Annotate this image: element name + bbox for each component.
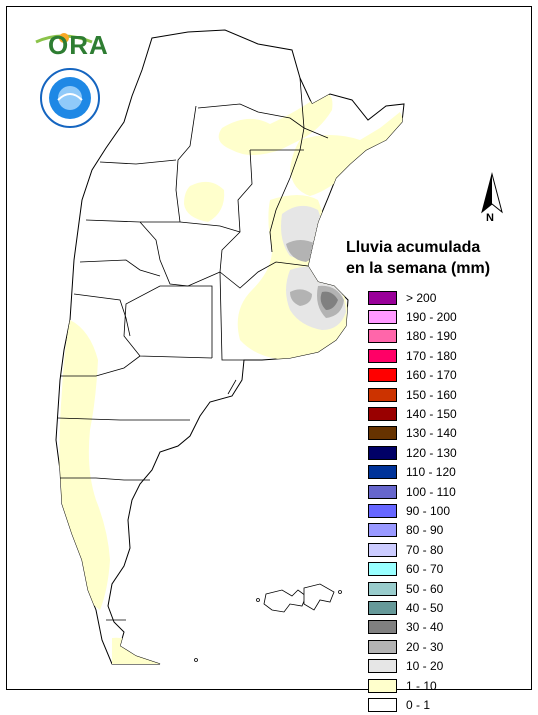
legend-swatch xyxy=(368,620,397,635)
legend-range-label: 110 - 120 xyxy=(406,465,456,480)
legend-item: 40 - 50 xyxy=(368,598,457,617)
legend-swatch xyxy=(368,387,397,402)
legend-range-label: 90 - 100 xyxy=(406,503,451,518)
legend-range-label: 10 - 20 xyxy=(406,659,444,674)
legend-swatch xyxy=(368,678,397,693)
legend-swatch xyxy=(368,368,397,383)
legend-item: 50 - 60 xyxy=(368,579,457,598)
rain-area-light xyxy=(218,93,333,155)
legend-item: 150 - 160 xyxy=(368,385,457,404)
north-arrow-icon xyxy=(481,172,503,214)
legend-item: 110 - 120 xyxy=(368,463,457,482)
legend-swatch xyxy=(368,310,397,325)
legend-swatch xyxy=(368,523,397,538)
rain-area-light xyxy=(112,637,160,664)
legend-range-label: 70 - 80 xyxy=(406,542,444,557)
legend-swatch xyxy=(368,581,397,596)
legend-item: 0 - 1 xyxy=(368,695,457,714)
rain-area-dark-gray xyxy=(320,291,338,310)
legend-range-label: 1 - 10 xyxy=(406,678,437,693)
legend-range-label: 190 - 200 xyxy=(406,310,457,325)
legend-item: 80 - 90 xyxy=(368,521,457,540)
legend-item: > 200 xyxy=(368,288,457,307)
legend-range-label: 20 - 30 xyxy=(406,639,444,654)
legend-swatch xyxy=(368,542,397,557)
map-frame xyxy=(6,6,532,690)
legend-range-label: 120 - 130 xyxy=(406,445,457,460)
north-label: N xyxy=(486,212,494,224)
legend-item: 10 - 20 xyxy=(368,656,457,675)
legend-item: 160 - 170 xyxy=(368,366,457,385)
argentina-map xyxy=(28,29,405,665)
rain-area-mid-gray xyxy=(286,240,317,262)
legend-item: 180 - 190 xyxy=(368,327,457,346)
rain-area-light xyxy=(184,181,225,222)
legend-range-label: 60 - 70 xyxy=(406,562,444,577)
rain-area-light-gray xyxy=(28,569,50,586)
legend-swatch xyxy=(368,465,397,480)
legend-range-label: 0 - 1 xyxy=(406,697,431,712)
legend-item: 30 - 40 xyxy=(368,618,457,637)
legend-swatch xyxy=(368,484,397,499)
legend-title-line2: en la semana (mm) xyxy=(346,260,491,277)
legend-swatch xyxy=(368,639,397,654)
legend-item: 70 - 80 xyxy=(368,540,457,559)
legend: > 200 190 - 200 180 - 190 170 - 180 160 - 17… xyxy=(368,288,457,715)
falkland-islands xyxy=(194,583,342,662)
legend-swatch xyxy=(368,348,397,363)
legend-swatch xyxy=(368,290,397,305)
smn-seal xyxy=(40,68,100,128)
legend-title-line1: Lluvia acumulada xyxy=(346,239,481,256)
legend-item: 1 - 10 xyxy=(368,676,457,695)
ora-logo xyxy=(35,33,93,44)
legend-swatch xyxy=(368,426,397,441)
province-borders xyxy=(57,77,329,621)
legend-item: 60 - 70 xyxy=(368,559,457,578)
rain-area-mid-gray xyxy=(290,289,312,306)
legend-item: 190 - 200 xyxy=(368,307,457,326)
legend-item: 90 - 100 xyxy=(368,501,457,520)
rain-area-light xyxy=(290,112,404,196)
ora-logo-text: ORA xyxy=(48,30,109,60)
legend-range-label: 30 - 40 xyxy=(406,620,444,635)
legend-item: 170 - 180 xyxy=(368,346,457,365)
legend-swatch xyxy=(368,659,397,674)
legend-item: 120 - 130 xyxy=(368,443,457,462)
legend-range-label: 140 - 150 xyxy=(406,407,457,422)
rainfall-map xyxy=(28,29,503,665)
legend-range-label: 80 - 90 xyxy=(406,523,444,538)
legend-swatch xyxy=(368,329,397,344)
legend-range-label: 160 - 170 xyxy=(406,368,457,383)
legend-range-label: > 200 xyxy=(406,290,437,305)
legend-swatch xyxy=(368,407,397,422)
legend-swatch xyxy=(368,562,397,577)
legend-range-label: 130 - 140 xyxy=(406,426,457,441)
legend-item: 100 - 110 xyxy=(368,482,457,501)
legend-swatch xyxy=(368,445,397,460)
legend-range-label: 40 - 50 xyxy=(406,600,444,615)
legend-item: 130 - 140 xyxy=(368,424,457,443)
legend-swatch xyxy=(368,600,397,615)
legend-swatch xyxy=(368,697,397,712)
legend-range-label: 180 - 190 xyxy=(406,329,457,344)
legend-item: 140 - 150 xyxy=(368,404,457,423)
legend-range-label: 50 - 60 xyxy=(406,581,444,596)
legend-item: 20 - 30 xyxy=(368,637,457,656)
legend-range-label: 150 - 160 xyxy=(406,387,457,402)
legend-swatch xyxy=(368,503,397,518)
legend-range-label: 100 - 110 xyxy=(406,484,456,499)
legend-range-label: 170 - 180 xyxy=(406,348,457,363)
